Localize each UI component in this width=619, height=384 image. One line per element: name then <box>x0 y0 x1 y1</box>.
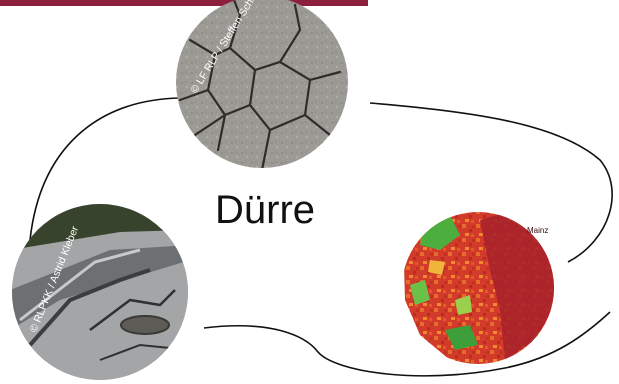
connector-bottom <box>203 311 611 377</box>
photo-drought-map <box>402 212 554 364</box>
photo-damaged-road <box>12 204 188 380</box>
diagram-title: Dürre <box>214 188 316 232</box>
map-city-label: Mainz <box>527 226 548 235</box>
accent-bar <box>0 0 368 6</box>
photo-cracked-soil <box>176 0 348 168</box>
connector-top-left <box>29 97 181 241</box>
connector-top-right <box>369 102 613 263</box>
